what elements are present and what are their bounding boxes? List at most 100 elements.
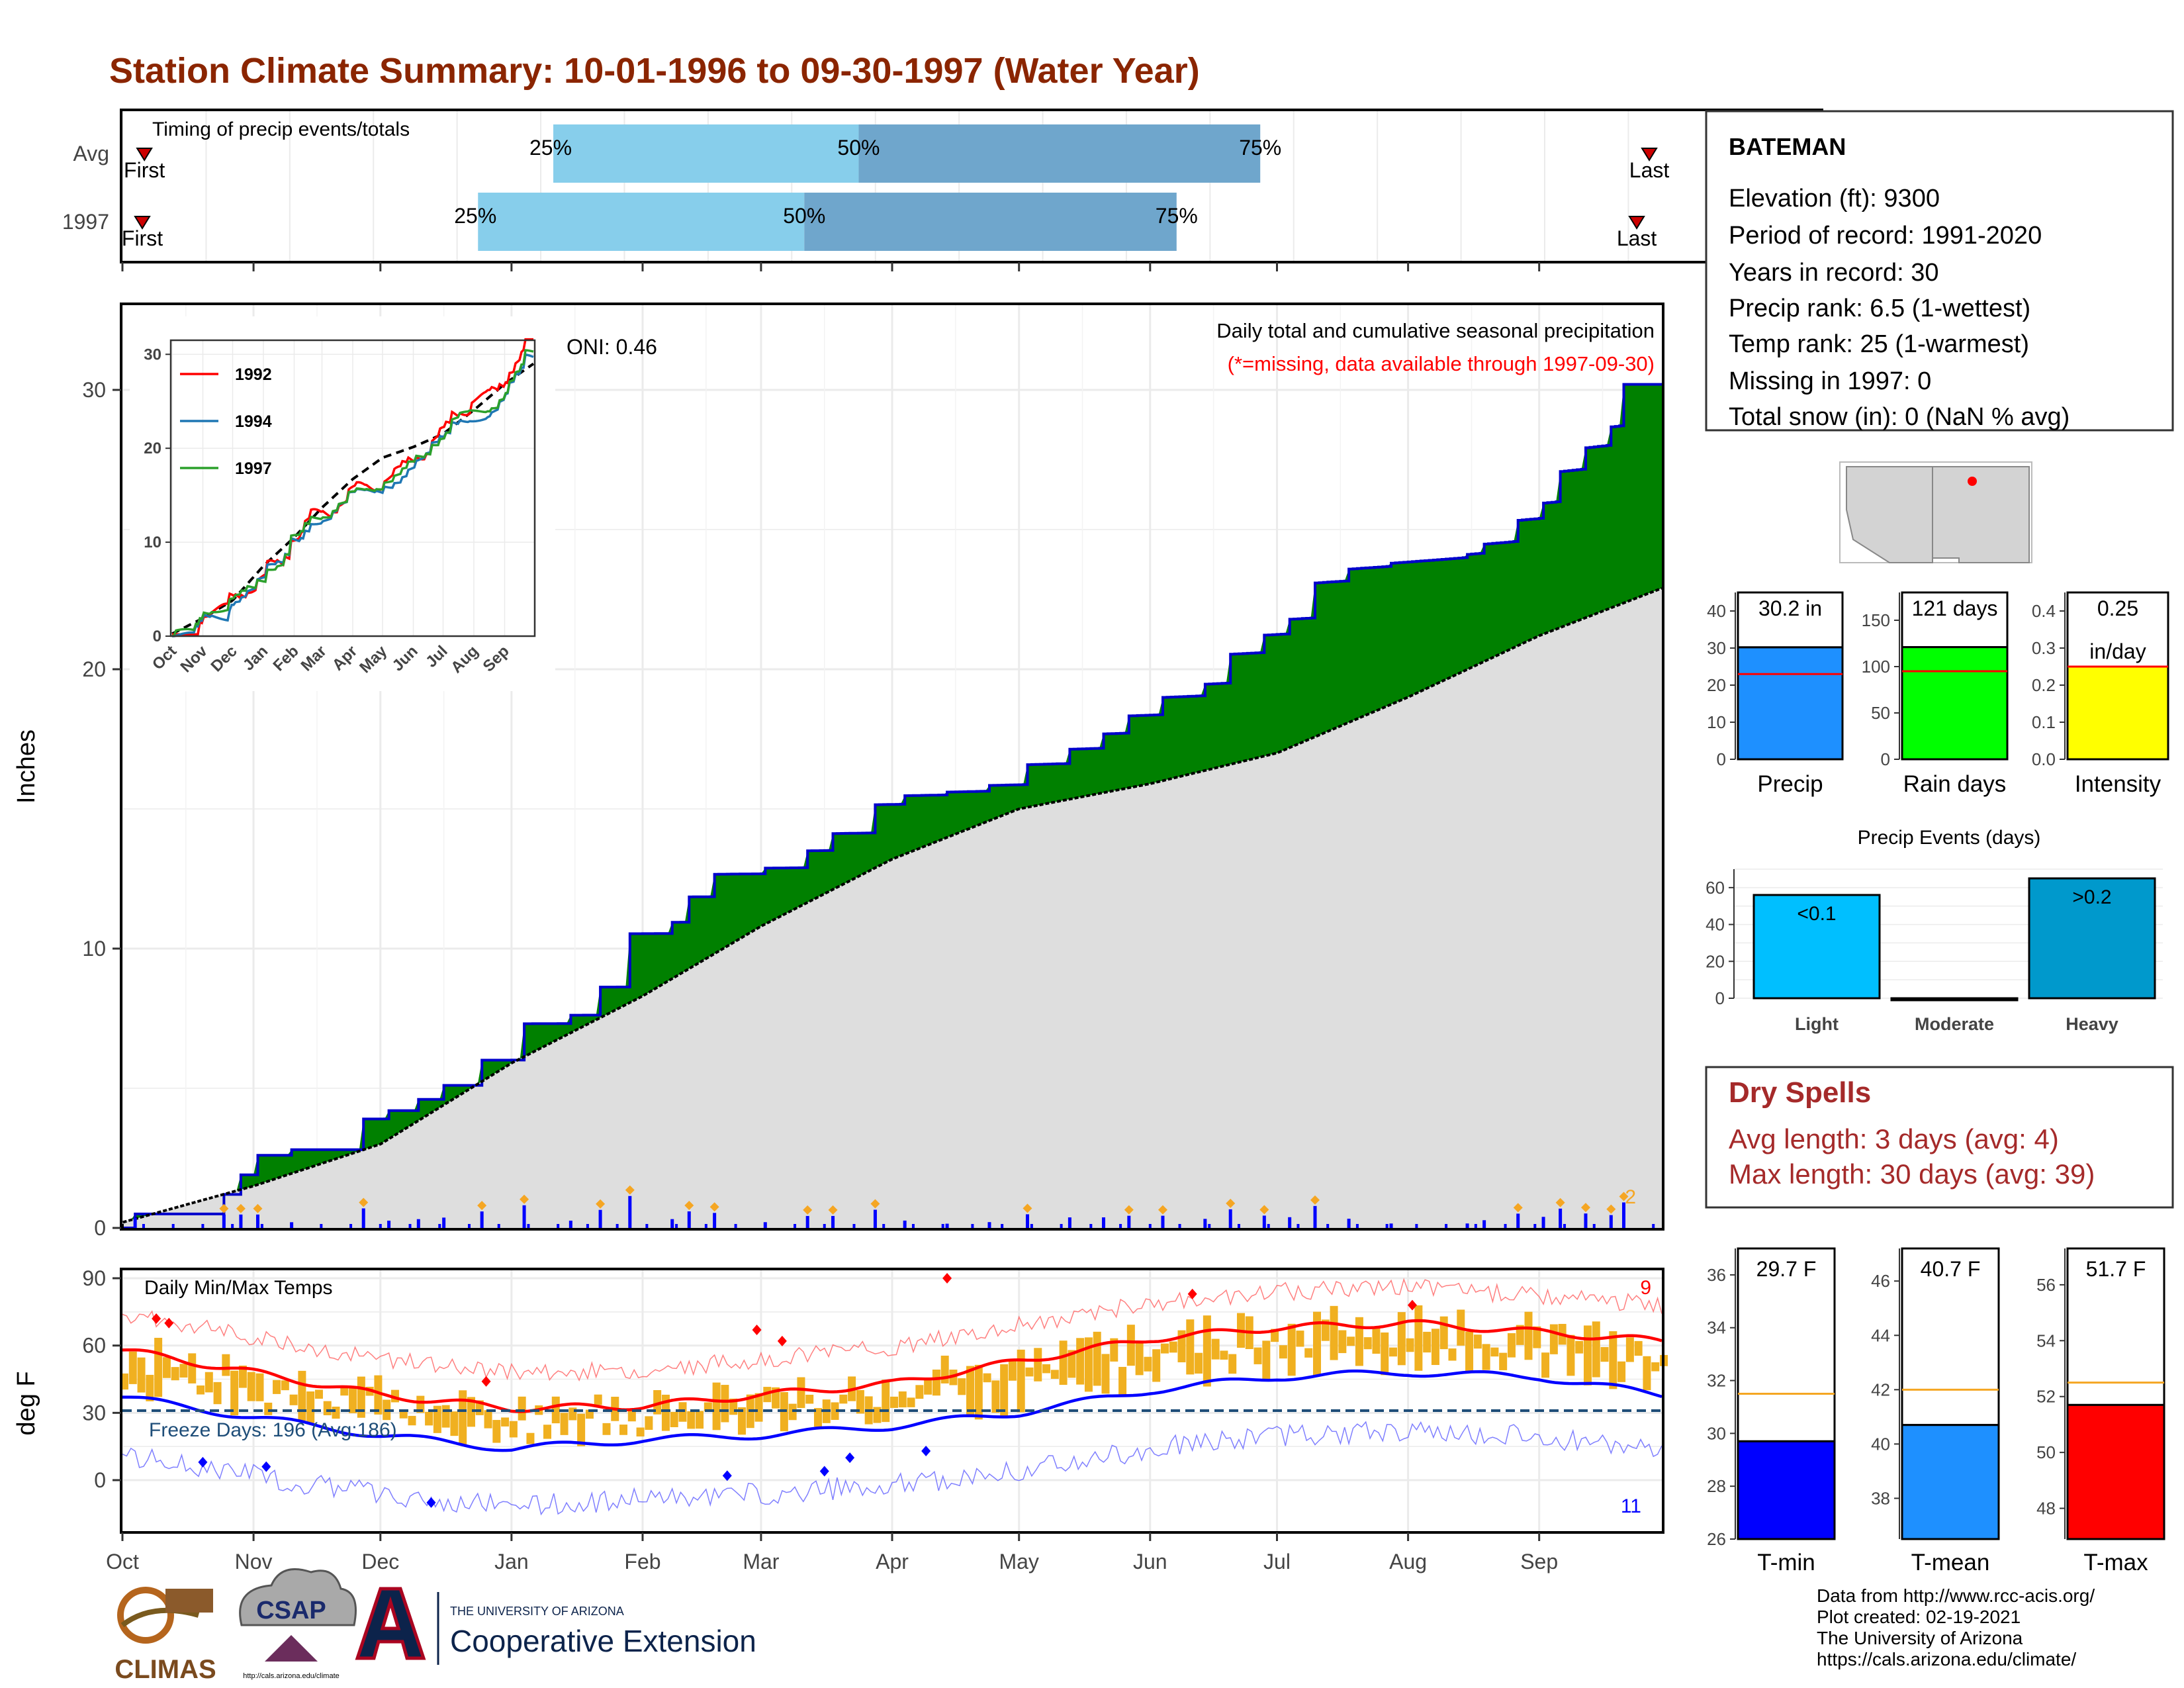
temp-ytick-label: 60 xyxy=(82,1334,106,1358)
precip-average-area xyxy=(122,588,1662,1228)
heavy-precip-marker-icon xyxy=(1606,1204,1616,1214)
daily-temp-bar xyxy=(1042,1364,1051,1374)
daily-temp-bar xyxy=(1211,1338,1220,1360)
daily-temp-bar xyxy=(314,1389,323,1399)
daily-temp-bar xyxy=(1363,1337,1372,1350)
daily-temp-bar xyxy=(1549,1324,1558,1354)
university-of-arizona-logo: THE UNIVERSITY OF ARIZONA Cooperative Ex… xyxy=(355,1587,756,1665)
daily-temp-bar xyxy=(1643,1356,1651,1391)
station-location-dot xyxy=(1968,477,1977,486)
daily-temp-bar xyxy=(1575,1340,1584,1354)
events-tick-label: 20 xyxy=(1706,951,1725,971)
daily-temp-bar xyxy=(1439,1316,1448,1350)
record-high-marker-icon xyxy=(164,1317,174,1329)
dry-spells-box: Dry Spells Avg length: 3 days (avg: 4) M… xyxy=(1705,1066,2174,1209)
daily-temp-bar xyxy=(797,1377,805,1409)
record-low-marker-icon xyxy=(921,1445,931,1456)
daily-temp-bar xyxy=(450,1411,459,1436)
daily-precip-bar xyxy=(1030,1224,1033,1228)
precip-ytick-label: 10 xyxy=(82,937,106,961)
summary-tick-label: 30 xyxy=(1707,638,1726,658)
precip-cumulative-line xyxy=(122,383,1662,1229)
daily-temp-bar xyxy=(492,1420,501,1443)
temp-high-count: 9 xyxy=(1640,1277,1651,1299)
temp-summary-label: T-mean xyxy=(1911,1550,1990,1575)
temp-summary-value-label: 29.7 F xyxy=(1756,1257,1817,1281)
daily-temp-bar xyxy=(585,1409,594,1419)
events-bar-label: <0.1 xyxy=(1797,903,1836,925)
daily-temp-bar xyxy=(594,1394,602,1405)
daily-precip-bar xyxy=(497,1224,500,1228)
record-high-marker-icon xyxy=(1407,1299,1417,1311)
daily-temp-bar xyxy=(754,1393,763,1422)
daily-temp-bar xyxy=(721,1385,729,1423)
precip-events-chart: Precip Events (days) 0 20 40 60 <0.1 Light Mod… xyxy=(1706,827,2163,1034)
inset-frame xyxy=(169,339,536,637)
month-axis-label: Feb xyxy=(624,1550,660,1573)
daily-temp-bar xyxy=(1304,1348,1313,1358)
page-title: Station Climate Summary: 10-01-1996 to 0… xyxy=(109,51,1200,91)
daily-temp-bar xyxy=(179,1364,188,1378)
daily-temp-bar xyxy=(518,1396,526,1421)
daily-precip-bar xyxy=(1119,1224,1122,1228)
timing-bars xyxy=(478,124,1261,251)
first-event-marker-icon xyxy=(134,216,151,230)
daily-precip-bar xyxy=(255,1214,259,1228)
temp-ytick-label: 30 xyxy=(82,1401,106,1425)
temp-summary-tick-label: 56 xyxy=(2036,1275,2056,1295)
precip-ytick-label: 0 xyxy=(94,1216,106,1240)
daily-temp-bar xyxy=(1084,1337,1093,1392)
daily-temp-bar xyxy=(696,1411,704,1429)
summary-value-label: 121 days xyxy=(1912,596,1998,620)
summary-value-box xyxy=(1737,591,1844,649)
daily-temp-bar xyxy=(222,1354,230,1376)
daily-temp-bar xyxy=(197,1385,205,1395)
timing-label-q50: 50% xyxy=(783,204,825,228)
daily-precip-bar xyxy=(1267,1224,1270,1228)
heavy-precip-marker-icon xyxy=(596,1199,606,1209)
last-event-marker-icon xyxy=(1641,148,1658,162)
summary-tick-label: 150 xyxy=(1862,610,1890,630)
daily-precip-bar xyxy=(628,1196,632,1228)
daily-precip-bar xyxy=(1237,1224,1240,1228)
daily-temp-bar xyxy=(1355,1317,1363,1366)
daily-temp-bar xyxy=(1592,1321,1600,1378)
events-bar xyxy=(1890,997,2019,1002)
daily-temp-bar xyxy=(1068,1350,1076,1378)
summary-tick-label: 10 xyxy=(1707,712,1726,732)
heavy-precip-marker-icon xyxy=(870,1199,880,1209)
daily-precip-bar xyxy=(239,1214,243,1228)
daily-precip-bar xyxy=(1208,1224,1211,1228)
daily-precip-bar xyxy=(133,1217,137,1228)
daily-precip-bar xyxy=(1445,1224,1448,1228)
daily-temp-bar xyxy=(813,1408,822,1427)
daily-precip-bar xyxy=(1389,1223,1393,1228)
daily-precip-bar xyxy=(1127,1215,1131,1228)
timing-bar-q50-q75 xyxy=(858,124,1261,183)
daily-temp-bar xyxy=(991,1380,1000,1413)
credit-data-source: Data from http://www.rcc-acis.org/ xyxy=(1817,1585,2095,1606)
daily-temp-bar xyxy=(323,1401,332,1415)
daily-temp-bar xyxy=(907,1397,915,1407)
daily-temp-bar xyxy=(154,1337,163,1397)
daily-precip-bar xyxy=(1089,1224,1093,1228)
daily-temp-bar xyxy=(416,1395,425,1413)
daily-temp-bar xyxy=(306,1391,315,1423)
record-low-marker-icon xyxy=(426,1497,436,1508)
daily-temp-bar xyxy=(839,1394,848,1404)
temp-summary-tick-label: 28 xyxy=(1707,1476,1726,1496)
daily-temp-bar xyxy=(1220,1350,1228,1360)
station-snow: Total snow (in): 0 (NaN % avg) xyxy=(1729,403,2070,431)
dry-spells-title: Dry Spells xyxy=(1729,1076,1871,1109)
daily-precip-bar xyxy=(831,1215,835,1228)
daily-precip-bar xyxy=(1148,1224,1152,1228)
daily-precip-bar xyxy=(823,1224,826,1228)
climas-logo-emblem xyxy=(117,1587,174,1644)
daily-temp-bar xyxy=(627,1411,636,1422)
daily-temp-bar xyxy=(645,1416,653,1430)
daily-temp-bar xyxy=(831,1402,839,1420)
heavy-precip-marker-icon xyxy=(1023,1203,1032,1213)
temp-summary-label: T-max xyxy=(2083,1550,2148,1575)
timing-title: Timing of precip events/totals xyxy=(152,118,410,140)
